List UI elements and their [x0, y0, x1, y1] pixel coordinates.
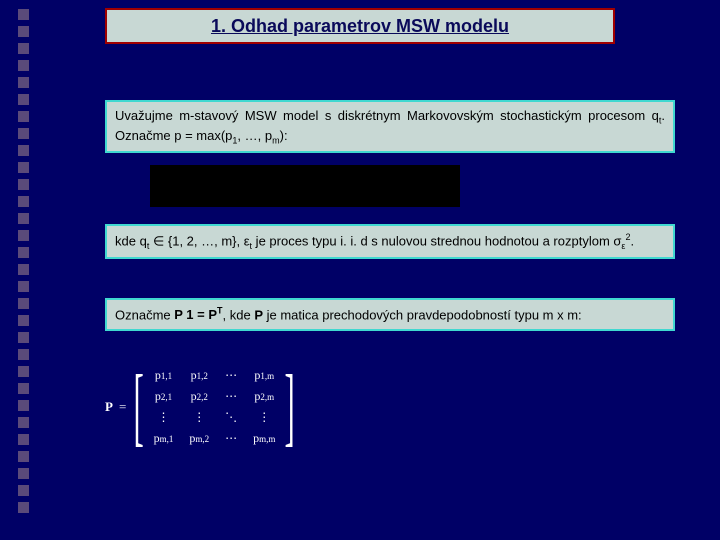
decor-square	[18, 502, 29, 513]
decor-square	[18, 264, 29, 275]
matrix-cell: ⋮	[146, 407, 182, 428]
paragraph-2: kde qt ∈ {1, 2, …, m}, εt je proces typu…	[105, 224, 675, 259]
p3-d: P	[254, 307, 263, 322]
paragraph-3: Označme P 1 = PT, kde P je matica precho…	[105, 298, 675, 331]
decor-square	[18, 128, 29, 139]
p1-c: , …, p	[237, 128, 272, 143]
decor-square	[18, 196, 29, 207]
decor-square	[18, 247, 29, 258]
matrix-cell: p2,1	[146, 386, 182, 407]
p2-c: je proces typu i. i. d s nulovou stredno…	[252, 233, 621, 248]
matrix-body: p1,1p1,2⋯p1,mp2,1p2,2⋯p2,m⋮⋮⋱⋮pm,1pm,2⋯p…	[146, 365, 284, 449]
p2-b: ∈ {1, 2, …, m}, ε	[149, 233, 249, 248]
decor-square	[18, 111, 29, 122]
decor-square	[18, 366, 29, 377]
matrix-cell: p1,1	[146, 365, 182, 386]
matrix-cell: p1,m	[245, 365, 283, 386]
p2-a: kde q	[115, 233, 147, 248]
decor-square	[18, 383, 29, 394]
slide: 1. Odhad parametrov MSW modelu Uvažujme …	[0, 0, 720, 540]
p1-d: ):	[280, 128, 288, 143]
matrix-cell: ⋱	[217, 407, 245, 428]
matrix-cell: pm,1	[146, 428, 182, 449]
decor-square	[18, 434, 29, 445]
decor-column	[8, 0, 38, 540]
p1-a: Uvažujme m-stavový MSW model s diskrétny…	[115, 108, 659, 123]
decor-square	[18, 468, 29, 479]
left-bracket: [	[134, 363, 144, 451]
decor-square	[18, 451, 29, 462]
matrix-cell: p2,m	[245, 386, 283, 407]
matrix-cell: p2,2	[181, 386, 217, 407]
decor-square	[18, 281, 29, 292]
title-box: 1. Odhad parametrov MSW modelu	[105, 8, 615, 44]
matrix-cell: ⋮	[181, 407, 217, 428]
matrix-cell: p1,2	[181, 365, 217, 386]
matrix-cell: pm,m	[245, 428, 283, 449]
decor-square	[18, 332, 29, 343]
matrix-cell: ⋯	[217, 365, 245, 386]
decor-square	[18, 179, 29, 190]
p2-d: .	[630, 233, 634, 248]
decor-square	[18, 349, 29, 360]
decor-square	[18, 43, 29, 54]
decor-square	[18, 298, 29, 309]
equation-placeholder	[150, 165, 460, 207]
decor-square	[18, 145, 29, 156]
decor-square	[18, 94, 29, 105]
paragraph-1: Uvažujme m-stavový MSW model s diskrétny…	[105, 100, 675, 153]
p2-sub-eps: ε	[621, 241, 625, 251]
right-bracket: ]	[285, 363, 295, 451]
decor-square	[18, 9, 29, 20]
p3-a: Označme	[115, 307, 174, 322]
matrix: P = [ p1,1p1,2⋯p1,mp2,1p2,2⋯p2,m⋮⋮⋱⋮pm,1…	[105, 352, 425, 462]
p3-b: P 1 = P	[174, 307, 217, 322]
decor-square	[18, 213, 29, 224]
p1-sub-m: m	[272, 135, 280, 145]
p3-c: , kde	[223, 307, 255, 322]
decor-square	[18, 230, 29, 241]
decor-square	[18, 77, 29, 88]
matrix-cell: ⋮	[245, 407, 283, 428]
slide-title: 1. Odhad parametrov MSW modelu	[211, 16, 509, 37]
matrix-cell: ⋯	[217, 386, 245, 407]
decor-square	[18, 400, 29, 411]
matrix-label: P	[105, 399, 113, 415]
decor-square	[18, 26, 29, 37]
p3-e: je matica prechodových pravdepodobností …	[263, 307, 582, 322]
decor-square	[18, 60, 29, 71]
matrix-cell: ⋯	[217, 428, 245, 449]
decor-square	[18, 417, 29, 428]
decor-square	[18, 162, 29, 173]
matrix-eq: =	[119, 399, 126, 415]
decor-square	[18, 315, 29, 326]
decor-square	[18, 485, 29, 496]
matrix-cell: pm,2	[181, 428, 217, 449]
